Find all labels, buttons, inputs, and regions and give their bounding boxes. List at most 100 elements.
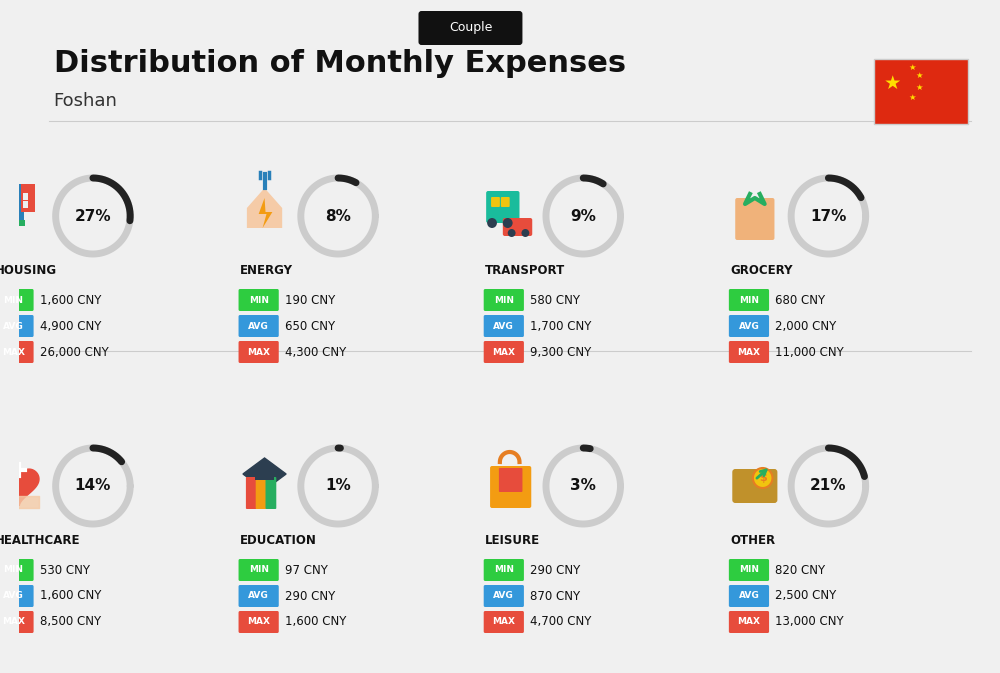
Text: 1%: 1% [325,479,351,493]
FancyBboxPatch shape [0,585,34,607]
Text: HEALTHCARE: HEALTHCARE [0,534,80,546]
Text: 680 CNY: 680 CNY [775,293,826,306]
Text: MIN: MIN [494,565,514,575]
Text: 4,700 CNY: 4,700 CNY [530,616,592,629]
FancyBboxPatch shape [418,11,522,45]
Text: AVG: AVG [739,322,759,330]
Text: 190 CNY: 190 CNY [285,293,335,306]
Text: Couple: Couple [449,22,492,34]
FancyBboxPatch shape [729,341,769,363]
Text: MAX: MAX [2,347,25,357]
FancyBboxPatch shape [735,198,774,240]
Circle shape [508,229,516,237]
FancyBboxPatch shape [490,466,531,508]
FancyBboxPatch shape [484,289,524,311]
FancyBboxPatch shape [10,193,14,200]
Text: 9,300 CNY: 9,300 CNY [530,345,592,359]
FancyBboxPatch shape [239,341,279,363]
Text: EDUCATION: EDUCATION [240,534,317,546]
FancyBboxPatch shape [729,289,769,311]
FancyBboxPatch shape [501,197,510,207]
Text: 14%: 14% [75,479,111,493]
Text: 4,300 CNY: 4,300 CNY [285,345,346,359]
Text: MIN: MIN [739,295,759,304]
Text: 27%: 27% [75,209,111,223]
Text: LEISURE: LEISURE [485,534,540,546]
FancyBboxPatch shape [729,559,769,581]
Circle shape [753,468,772,488]
FancyBboxPatch shape [266,477,276,509]
FancyBboxPatch shape [732,469,777,503]
Text: 2,500 CNY: 2,500 CNY [775,590,837,602]
Text: MIN: MIN [3,295,23,304]
FancyBboxPatch shape [239,611,279,633]
Text: MIN: MIN [494,295,514,304]
Text: MAX: MAX [247,618,270,627]
Text: 26,000 CNY: 26,000 CNY [40,345,109,359]
FancyBboxPatch shape [255,466,274,480]
FancyBboxPatch shape [499,468,522,492]
Text: 97 CNY: 97 CNY [285,563,328,577]
FancyBboxPatch shape [729,611,769,633]
FancyBboxPatch shape [6,220,25,226]
FancyBboxPatch shape [484,611,524,633]
Polygon shape [0,469,39,505]
Text: MIN: MIN [739,565,759,575]
FancyBboxPatch shape [239,289,279,311]
Text: 17%: 17% [810,209,847,223]
Circle shape [521,229,529,237]
Text: 13,000 CNY: 13,000 CNY [775,616,844,629]
Text: 2,000 CNY: 2,000 CNY [775,320,837,332]
Text: AVG: AVG [3,592,24,600]
Text: AVG: AVG [493,322,514,330]
Text: 11,000 CNY: 11,000 CNY [775,345,844,359]
Text: AVG: AVG [493,592,514,600]
FancyBboxPatch shape [484,315,524,337]
Text: ENERGY: ENERGY [240,264,293,277]
Circle shape [503,218,513,228]
FancyBboxPatch shape [239,585,279,607]
Polygon shape [243,458,286,490]
FancyBboxPatch shape [239,559,279,581]
FancyBboxPatch shape [23,201,28,208]
Text: MAX: MAX [2,618,25,627]
Polygon shape [259,198,272,228]
Text: 1,700 CNY: 1,700 CNY [530,320,592,332]
Text: AVG: AVG [248,322,269,330]
Text: 650 CNY: 650 CNY [285,320,335,332]
Text: 1,600 CNY: 1,600 CNY [285,616,346,629]
Text: AVG: AVG [3,322,24,330]
FancyBboxPatch shape [491,197,500,207]
Text: MAX: MAX [737,347,760,357]
FancyBboxPatch shape [729,315,769,337]
FancyBboxPatch shape [874,59,968,124]
Text: AVG: AVG [739,592,759,600]
FancyBboxPatch shape [486,191,519,223]
FancyBboxPatch shape [0,289,34,311]
Text: $: $ [759,473,767,483]
FancyBboxPatch shape [10,203,14,210]
FancyBboxPatch shape [256,477,266,509]
Text: 8%: 8% [325,209,351,223]
FancyBboxPatch shape [0,315,34,337]
Text: 530 CNY: 530 CNY [40,563,90,577]
Text: MAX: MAX [492,347,515,357]
Text: 1,600 CNY: 1,600 CNY [40,590,101,602]
Text: 820 CNY: 820 CNY [775,563,826,577]
Text: ★: ★ [916,83,923,92]
Text: 4,900 CNY: 4,900 CNY [40,320,101,332]
Text: Foshan: Foshan [54,92,118,110]
Text: 9%: 9% [570,209,596,223]
Text: ★: ★ [908,92,915,102]
Text: 8,500 CNY: 8,500 CNY [40,616,101,629]
Text: 21%: 21% [810,479,847,493]
Text: MIN: MIN [249,565,269,575]
FancyBboxPatch shape [7,184,24,222]
Text: OTHER: OTHER [730,534,775,546]
Text: 290 CNY: 290 CNY [530,563,581,577]
Text: ★: ★ [916,71,923,79]
Text: MIN: MIN [3,565,23,575]
Text: Distribution of Monthly Expenses: Distribution of Monthly Expenses [54,48,626,77]
Text: ★: ★ [908,63,915,71]
Polygon shape [247,188,282,228]
